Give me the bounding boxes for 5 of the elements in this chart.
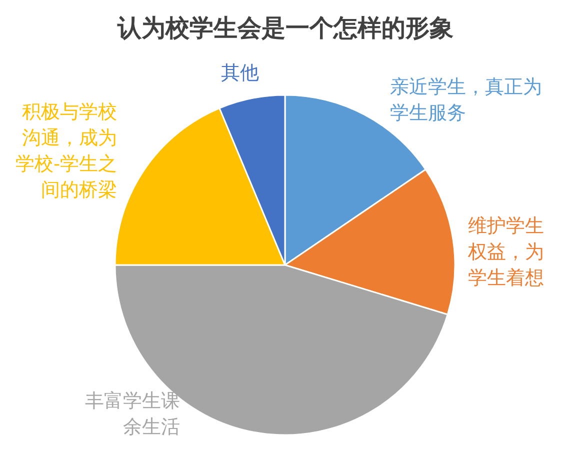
slice-label: 积极与学校沟通，成为学校-学生之间的桥梁 — [14, 100, 117, 203]
slice-label: 维护学生权益，为学生着想 — [468, 214, 545, 291]
chart-title: 认为校学生会是一个怎样的形象 — [116, 12, 454, 44]
slice-label: 其他 — [220, 61, 260, 86]
slice-label: 亲近学生，真正为学生服务 — [390, 75, 543, 126]
